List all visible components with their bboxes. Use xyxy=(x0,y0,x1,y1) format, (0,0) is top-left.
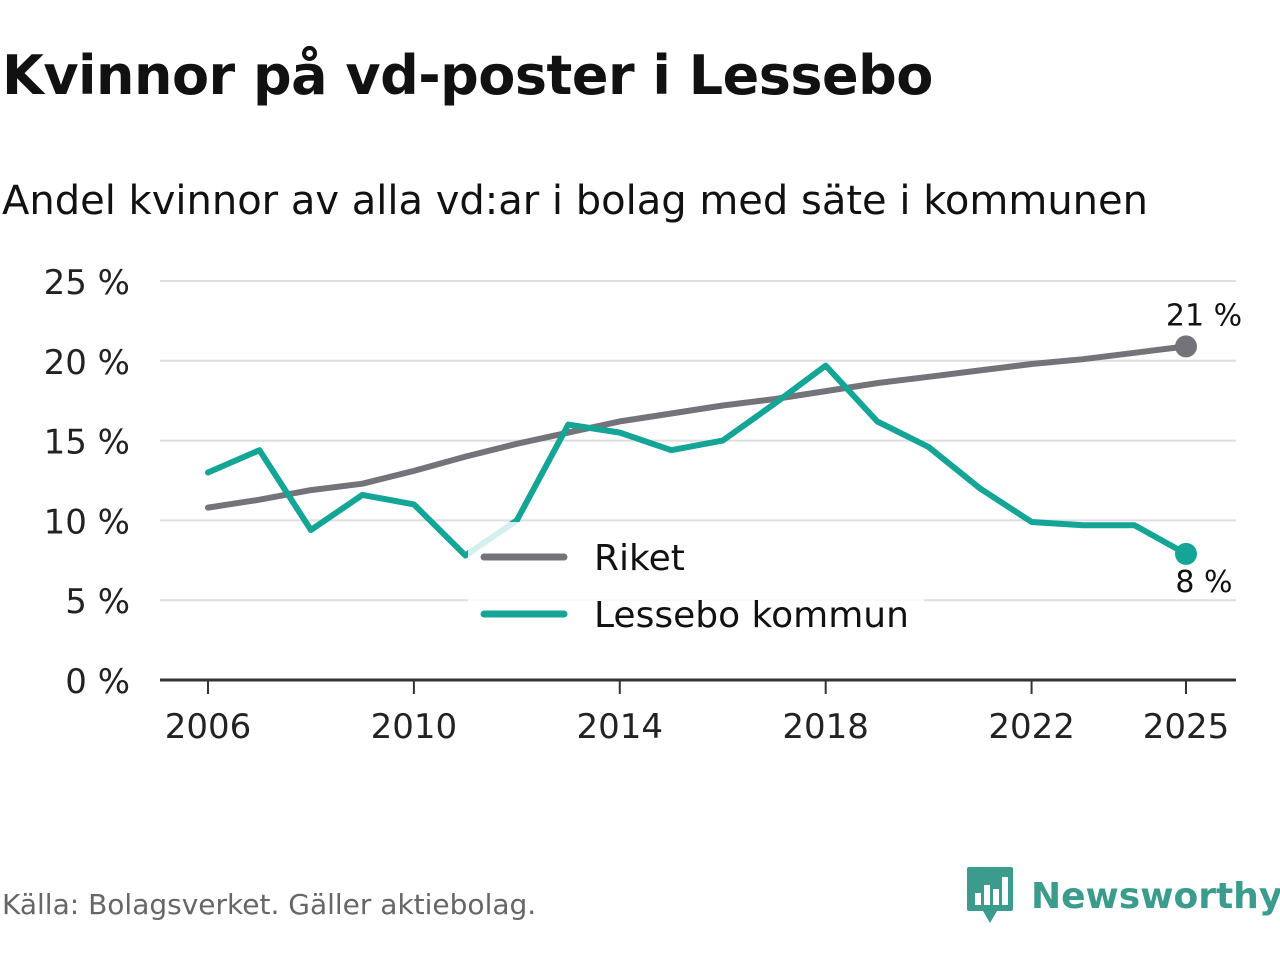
legend-layer: Riket Lessebo kommun xyxy=(468,522,924,652)
end-point-lessebo xyxy=(1175,542,1197,565)
y-tick-label: 10 % xyxy=(44,502,130,542)
x-tick-label: 2025 xyxy=(1143,707,1230,747)
end-value-label: 8 % xyxy=(1175,565,1232,600)
end-point-riket xyxy=(1175,335,1197,358)
x-tick-label: 2010 xyxy=(371,707,458,747)
y-tick-label: 15 % xyxy=(44,423,130,463)
x-tick-label: 2022 xyxy=(988,707,1075,747)
source-note: Källa: Bolagsverket. Gäller aktiebolag. xyxy=(2,888,537,921)
legend-label: Riket xyxy=(594,538,685,579)
chart-title: Kvinnor på vd-poster i Lessebo xyxy=(2,44,933,107)
y-tick-label: 0 % xyxy=(65,662,130,702)
y-tick-label: 5 % xyxy=(65,582,130,622)
series-line-lessebo xyxy=(205,362,1189,559)
axis-layer: 0 % 5 % 10 % 15 % 20 % 25 % 2006 2010 2014 2018 20… xyxy=(44,263,1236,747)
x-tick-label: 2018 xyxy=(782,707,869,747)
x-tick-label: 2006 xyxy=(165,707,252,747)
chart-subtitle: Andel kvinnor av alla vd:ar i bolag med … xyxy=(2,178,1148,224)
end-label-layer: 21 % 8 % xyxy=(1166,298,1242,599)
end-value-label: 21 % xyxy=(1166,298,1242,333)
y-tick-label: 20 % xyxy=(44,343,130,383)
newsworthy-logo-icon xyxy=(967,867,1013,923)
legend-box xyxy=(468,522,924,652)
legend-label: Lessebo kommun xyxy=(594,595,909,636)
brand: Newsworthy xyxy=(965,865,1280,927)
x-tick-label: 2014 xyxy=(577,707,664,747)
brand-name: Newsworthy xyxy=(1031,875,1280,917)
series-line-riket xyxy=(205,343,1189,511)
y-tick-label: 25 % xyxy=(44,263,130,303)
series-layer xyxy=(205,343,1189,559)
